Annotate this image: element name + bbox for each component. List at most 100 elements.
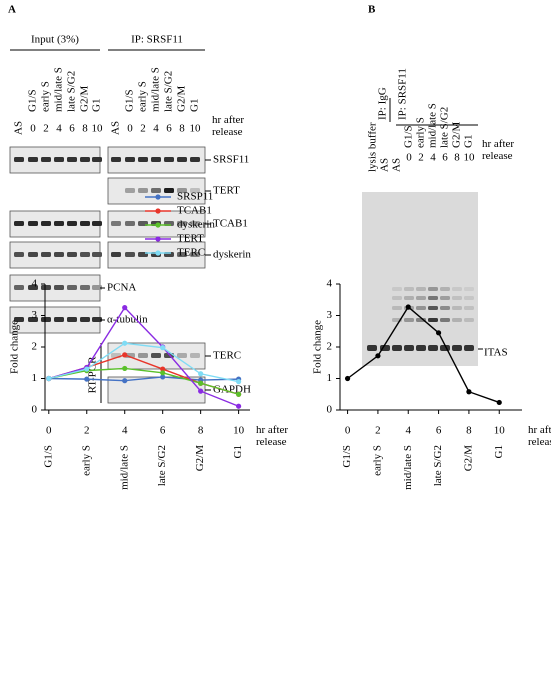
blot-band [92, 157, 102, 162]
phase-label: G2/M [194, 445, 206, 472]
phase-label: late S/G2 [156, 445, 168, 486]
gel-band [392, 287, 402, 291]
gel-band [404, 318, 414, 322]
gel-band [452, 287, 462, 291]
data-point [122, 352, 128, 358]
blot-band [164, 157, 174, 162]
gel-band [416, 318, 426, 322]
gel-band [428, 287, 438, 291]
gel-band [428, 345, 438, 351]
blot-band [28, 317, 38, 322]
blot-band [125, 188, 135, 193]
blot-band [67, 221, 77, 226]
gel-band [464, 296, 474, 300]
hour-label: 2 [418, 152, 424, 164]
data-point [236, 379, 242, 385]
gel-band [452, 345, 462, 351]
data-point [375, 353, 381, 359]
blot-band [125, 157, 135, 162]
legend-marker [155, 194, 161, 200]
hours-label: hr after release [212, 114, 245, 138]
x-tick-label: 0 [345, 425, 351, 437]
group-header: Input (3%) [31, 34, 79, 46]
y-tick-label: 2 [327, 341, 333, 353]
legend-label: TCAB1 [177, 205, 212, 217]
phase-label: G1/S [42, 445, 54, 468]
hour-label: 10 [92, 123, 104, 135]
legend-marker [155, 222, 161, 228]
hour-label: 0 [30, 123, 36, 135]
x-tick-label: 10 [233, 425, 245, 437]
blot-band [177, 353, 187, 358]
hour-label: 6 [442, 152, 448, 164]
y-tick-label: 3 [327, 309, 333, 321]
data-point [122, 378, 128, 384]
data-point [236, 391, 242, 397]
y-tick-label: 2 [32, 341, 38, 353]
phase-label: G2/M [462, 445, 474, 472]
phase-label: mid/late S [402, 445, 414, 490]
gel [362, 192, 478, 366]
gel-band [416, 306, 426, 310]
blot-band [67, 317, 77, 322]
blot-band [111, 252, 121, 257]
y-tick-label: 3 [32, 309, 38, 321]
data-point [122, 340, 128, 346]
phase-label: mid/late S [53, 67, 65, 112]
data-point [84, 366, 90, 372]
x-axis-label-box: hr after release [528, 424, 551, 448]
blot-label: PCNA [107, 282, 136, 294]
blot-band [177, 221, 187, 226]
legend-label: SRSP11 [177, 191, 213, 203]
gel-band [464, 287, 474, 291]
phase-label: mid/late S [150, 67, 162, 112]
gel-band [404, 296, 414, 300]
series-line [48, 306, 239, 407]
data-point [84, 376, 90, 382]
gel-band [452, 318, 462, 322]
x-tick-label: 8 [198, 425, 204, 437]
phase-label: G2/M [451, 122, 463, 149]
blot-band [54, 317, 64, 322]
gel-band [440, 287, 450, 291]
series-line [347, 305, 500, 404]
legend-marker [155, 236, 161, 242]
hour-label: 2 [140, 123, 146, 135]
y-tick-label: 1 [327, 372, 333, 384]
y-axis-label: Fold change [9, 320, 21, 374]
hour-label: 6 [166, 123, 172, 135]
phase-label: mid/late S [427, 103, 439, 148]
blot-band [125, 252, 135, 257]
blot-band [92, 252, 102, 257]
series-line [48, 376, 239, 382]
blot-band [41, 317, 51, 322]
blot-label: dyskerin [213, 249, 251, 261]
lane-label: AS [391, 158, 403, 172]
hour-label: 10 [464, 152, 476, 164]
phase-label: G2/M [176, 86, 188, 113]
lane-label: AS [379, 158, 391, 172]
blot-band [14, 317, 24, 322]
phase-label: mid/late S [118, 445, 130, 490]
group-header: IP: SRSF11 [397, 68, 409, 120]
y-tick-label: 0 [32, 404, 38, 416]
x-axis-label-box: hr after release [256, 424, 288, 448]
blot-band [67, 252, 77, 257]
lane-label: AS [110, 121, 122, 135]
blot-band [92, 285, 102, 290]
group-header: IP: SRSF11 [131, 34, 183, 46]
blot-band [111, 157, 121, 162]
blot-band [111, 221, 121, 226]
blot-band [138, 353, 148, 358]
blot-band [80, 252, 90, 257]
blot-band [177, 188, 187, 193]
blot-label: TERC [213, 350, 241, 362]
gel-band [367, 345, 377, 351]
gel-band [416, 287, 426, 291]
phase-label: G1 [493, 445, 505, 458]
hour-label: 10 [190, 123, 202, 135]
blot-band [190, 353, 200, 358]
blot-band [28, 221, 38, 226]
blot-label: TCAB1 [213, 218, 248, 230]
data-point [496, 399, 502, 406]
